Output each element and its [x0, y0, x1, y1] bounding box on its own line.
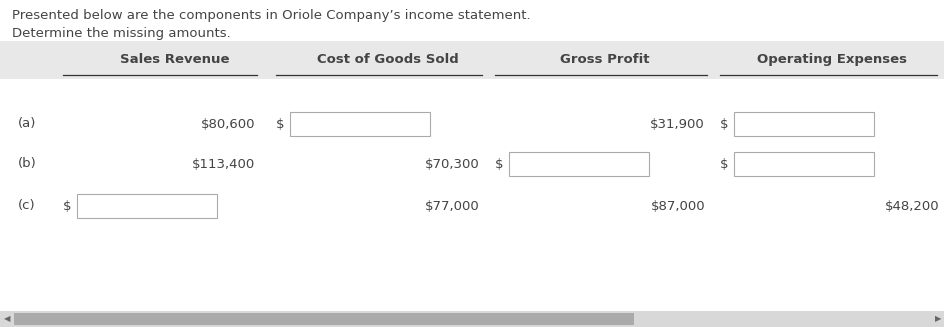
- Text: $113,400: $113,400: [192, 158, 255, 170]
- Text: Determine the missing amounts.: Determine the missing amounts.: [12, 27, 230, 40]
- Text: $: $: [719, 117, 728, 130]
- Bar: [76, 194, 217, 218]
- Text: Presented below are the components in Oriole Company’s income statement.: Presented below are the components in Or…: [12, 9, 531, 22]
- Text: $80,600: $80,600: [200, 117, 255, 130]
- Text: ◀: ◀: [4, 315, 10, 323]
- Text: $31,900: $31,900: [649, 117, 704, 130]
- Text: $48,200: $48,200: [885, 199, 939, 213]
- Text: Gross Profit: Gross Profit: [560, 53, 649, 66]
- Text: Cost of Goods Sold: Cost of Goods Sold: [317, 53, 459, 66]
- Bar: [0, 311, 944, 327]
- Text: $70,300: $70,300: [425, 158, 480, 170]
- Bar: [290, 112, 430, 136]
- Bar: [733, 152, 873, 176]
- Text: $: $: [276, 117, 284, 130]
- Text: Operating Expenses: Operating Expenses: [756, 53, 906, 66]
- Text: (b): (b): [18, 158, 37, 170]
- Text: (c): (c): [18, 199, 36, 213]
- Text: $: $: [63, 199, 72, 213]
- Text: $: $: [719, 158, 728, 170]
- Text: (a): (a): [18, 117, 36, 130]
- Bar: [733, 112, 873, 136]
- Bar: [14, 313, 633, 325]
- Bar: [0, 41, 944, 79]
- Text: $77,000: $77,000: [425, 199, 480, 213]
- Text: $: $: [495, 158, 503, 170]
- Text: ▶: ▶: [934, 315, 940, 323]
- Text: $87,000: $87,000: [649, 199, 704, 213]
- Bar: [509, 152, 649, 176]
- Text: Sales Revenue: Sales Revenue: [120, 53, 229, 66]
